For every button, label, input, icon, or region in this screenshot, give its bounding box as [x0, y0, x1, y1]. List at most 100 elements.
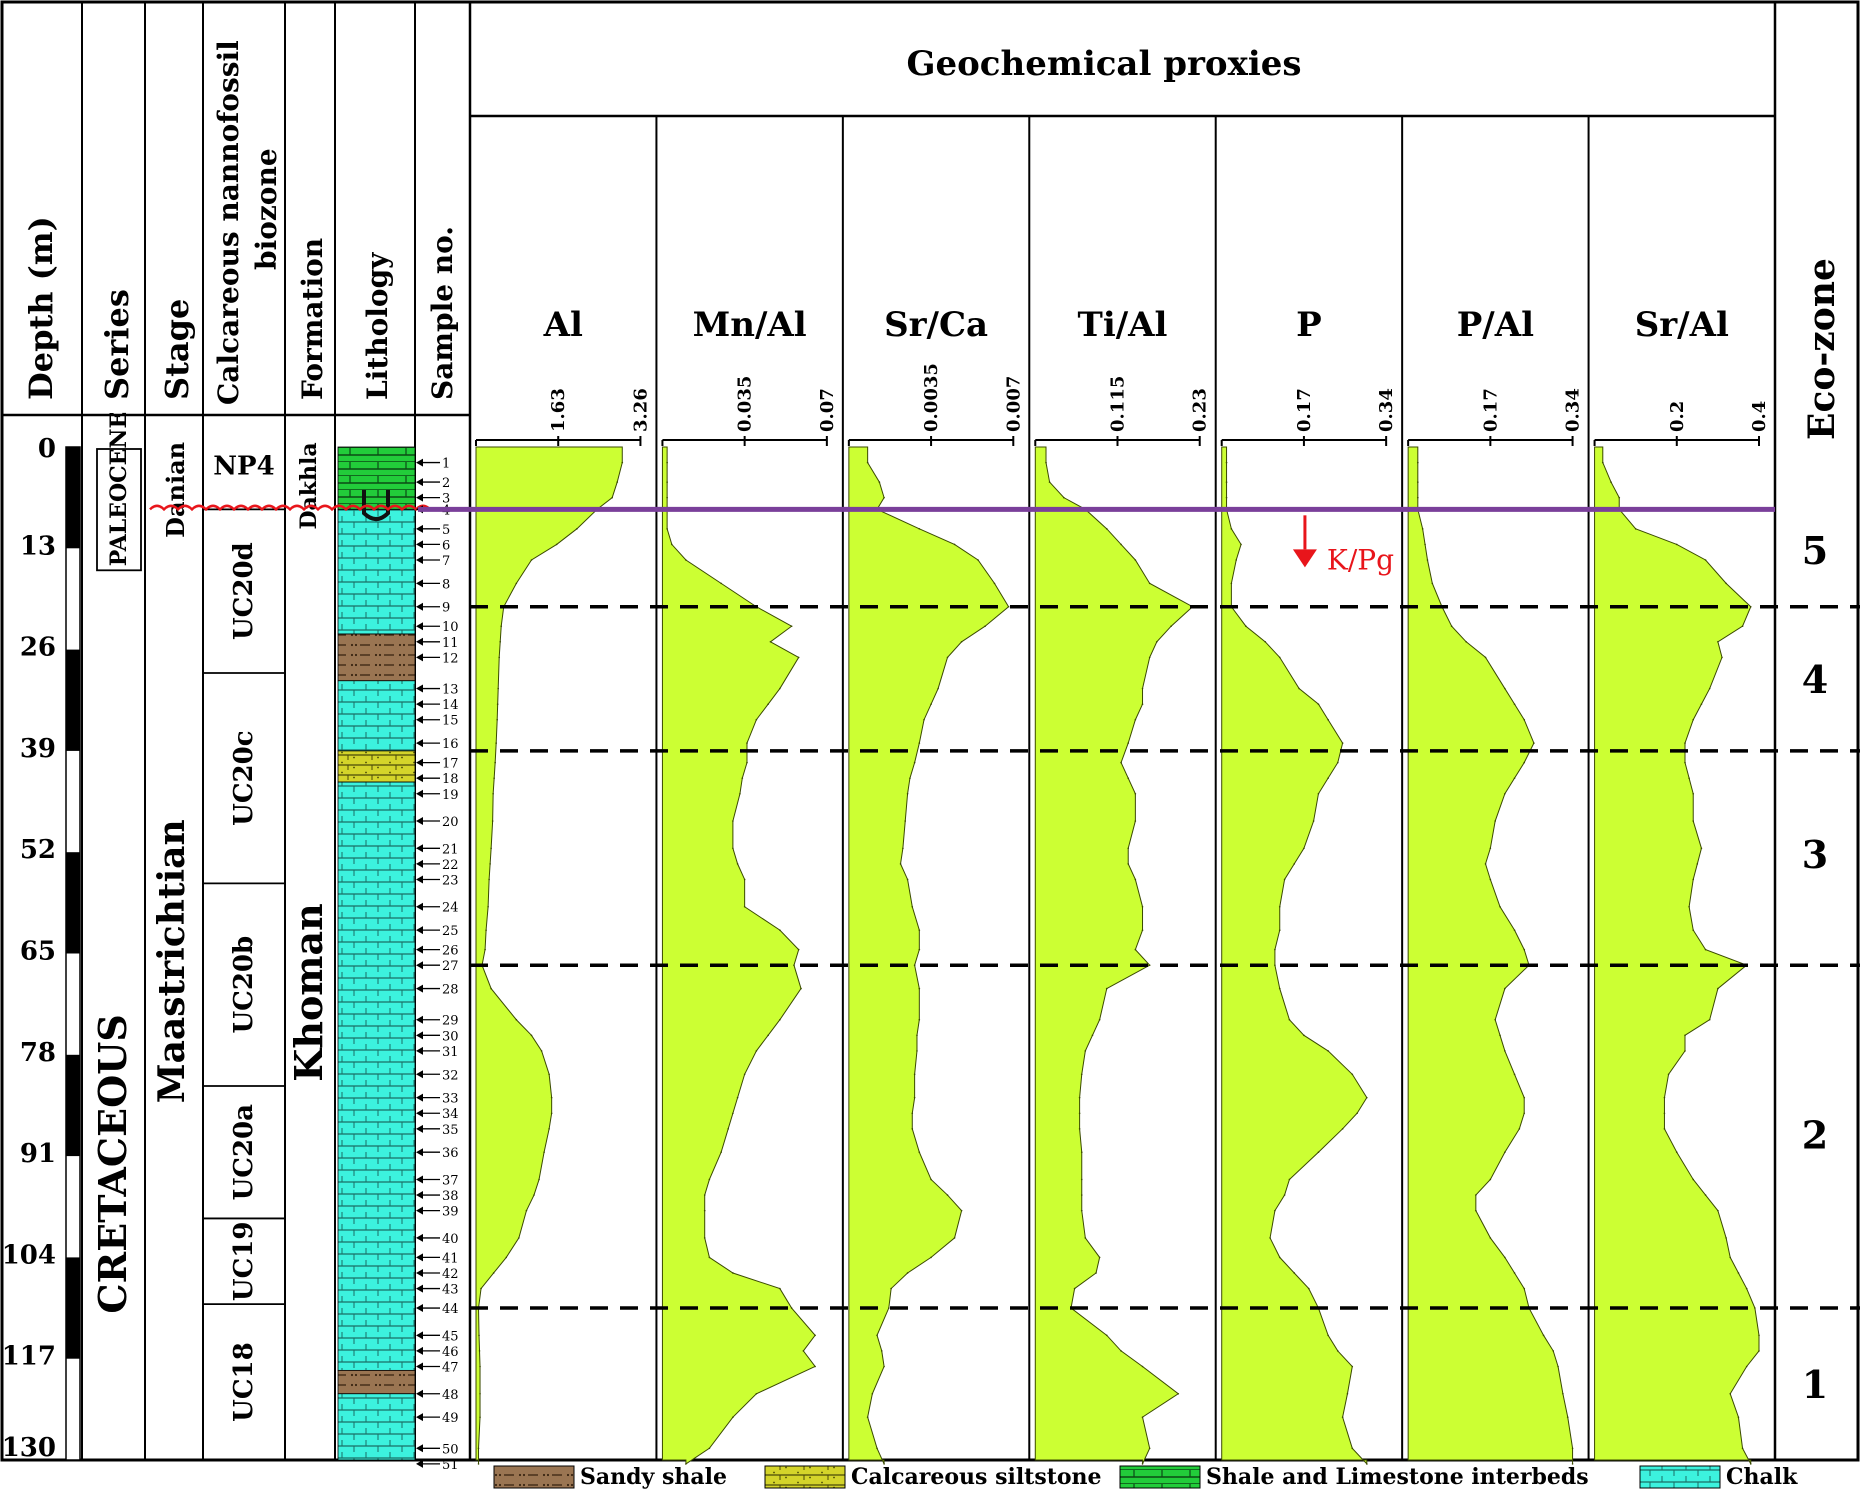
biozone-label: UC20d — [229, 542, 259, 640]
track-data-point — [1513, 1073, 1516, 1076]
track-data-point — [911, 905, 914, 908]
track-data-point — [1696, 863, 1699, 865]
track-data-point — [918, 929, 921, 931]
track-data-point — [1127, 742, 1130, 744]
track-data-point — [550, 1096, 553, 1099]
track-data-point — [769, 641, 772, 643]
track-data-point — [1675, 1151, 1678, 1154]
track-data-point — [1513, 703, 1516, 705]
track-data-point — [883, 496, 885, 499]
track-data-point — [1489, 878, 1492, 881]
track-data-point — [477, 1447, 480, 1450]
lithology-bed-chalk — [337, 508, 416, 635]
track-data-point — [1078, 1112, 1081, 1115]
track-tick-label: 0.07 — [817, 388, 838, 432]
track-data-point — [911, 1112, 914, 1115]
biozone-label: UC20c — [229, 730, 259, 825]
lithology-bed-shale-limestone — [337, 446, 416, 510]
track-data-point — [960, 1209, 963, 1212]
track-data-point — [1692, 792, 1695, 795]
track-data-point — [918, 1018, 921, 1021]
track-data-point — [913, 964, 916, 966]
track-data-point — [1749, 605, 1752, 608]
track-data-point — [814, 1334, 816, 1337]
track-data-point — [1274, 948, 1276, 951]
track-data-point — [1717, 641, 1719, 643]
header-biozone-line1: Calcareous nannofossil — [212, 40, 245, 405]
track-data-point — [1225, 461, 1228, 464]
track-data-point — [499, 641, 502, 643]
track-data-point — [685, 559, 687, 561]
track-data-point — [543, 1151, 545, 1154]
track-tick-label: 0.23 — [1190, 388, 1211, 432]
sample-arrow-head — [416, 458, 423, 467]
track-data-point — [478, 1350, 481, 1352]
track-data-point — [685, 1463, 687, 1465]
legend-label: Chalk — [1726, 1464, 1798, 1490]
track-data-point — [797, 656, 800, 659]
sample-arrow-head — [416, 653, 423, 662]
sample-label: 16 — [442, 737, 459, 752]
track-data-point — [984, 625, 986, 628]
track-data-point — [576, 528, 578, 530]
track-data-point — [1513, 777, 1516, 779]
track-data-point — [1663, 1096, 1666, 1099]
sample-arrow-head — [416, 715, 423, 724]
track-data-point — [1293, 1272, 1296, 1274]
track-data-point — [1499, 905, 1501, 908]
sample-label: 20 — [442, 815, 459, 830]
track-data-point — [1684, 742, 1686, 744]
track-data-point — [755, 1392, 758, 1395]
sample-arrow-head — [416, 1389, 423, 1398]
track-tick-label: 0.17 — [1480, 388, 1501, 432]
track-data-point — [743, 905, 746, 908]
lithology-bed-chalk — [337, 1393, 416, 1461]
track-data-point — [1127, 863, 1130, 865]
sample-label: 8 — [442, 577, 450, 592]
sample-label: 47 — [442, 1360, 459, 1375]
track-data-point — [490, 847, 492, 850]
track-title: P/Al — [1457, 305, 1534, 345]
track-data-point — [953, 1237, 956, 1239]
track-data-point — [1080, 1073, 1083, 1076]
track-data-point — [1692, 929, 1695, 931]
track-data-point — [1091, 1034, 1094, 1037]
track-data-point — [1351, 1447, 1354, 1450]
track-data-point — [1084, 1050, 1087, 1052]
track-data-point — [1754, 1307, 1756, 1309]
depth-tick-label: 13 — [20, 531, 56, 561]
track-data-point — [479, 1365, 481, 1368]
track-data-point — [495, 742, 497, 744]
track-data-point — [479, 1416, 481, 1418]
stage-maastrichtian-label: Maastrichtian — [151, 819, 193, 1103]
track-area-sr-ca — [848, 446, 1010, 1465]
sample-label: 38 — [442, 1189, 459, 1204]
formation-dakhla-label: Dakhla — [296, 442, 322, 529]
sample-arrow-head — [416, 1046, 423, 1055]
track-data-point — [1225, 481, 1228, 483]
track-tick-label: 0.34 — [1563, 388, 1584, 432]
sample-arrow-head — [416, 1253, 423, 1262]
track-data-point — [1351, 1073, 1354, 1076]
chart-title: Geochemical proxies — [906, 44, 1301, 84]
track-data-point — [1745, 1287, 1748, 1290]
track-data-point — [548, 1128, 550, 1130]
sample-label: 2 — [442, 476, 450, 491]
depth-scale-segment — [66, 1054, 80, 1157]
track-data-point — [1288, 1178, 1291, 1181]
track-data-point — [1729, 1256, 1732, 1259]
track-data-point — [946, 656, 949, 659]
track-data-point — [703, 1209, 706, 1212]
track-data-point — [478, 1334, 480, 1337]
track-data-point — [621, 461, 624, 464]
sample-label: 32 — [442, 1068, 459, 1083]
track-data-point — [1141, 687, 1144, 690]
depth-tick-label: 130 — [2, 1433, 56, 1463]
track-data-point — [866, 1416, 869, 1418]
track-data-point — [1571, 1447, 1574, 1450]
sample-label: 19 — [442, 788, 459, 803]
track-data-point — [1095, 1272, 1097, 1274]
track-data-point — [1692, 820, 1695, 822]
track-data-point — [802, 1350, 805, 1352]
track-data-point — [1741, 1447, 1744, 1450]
